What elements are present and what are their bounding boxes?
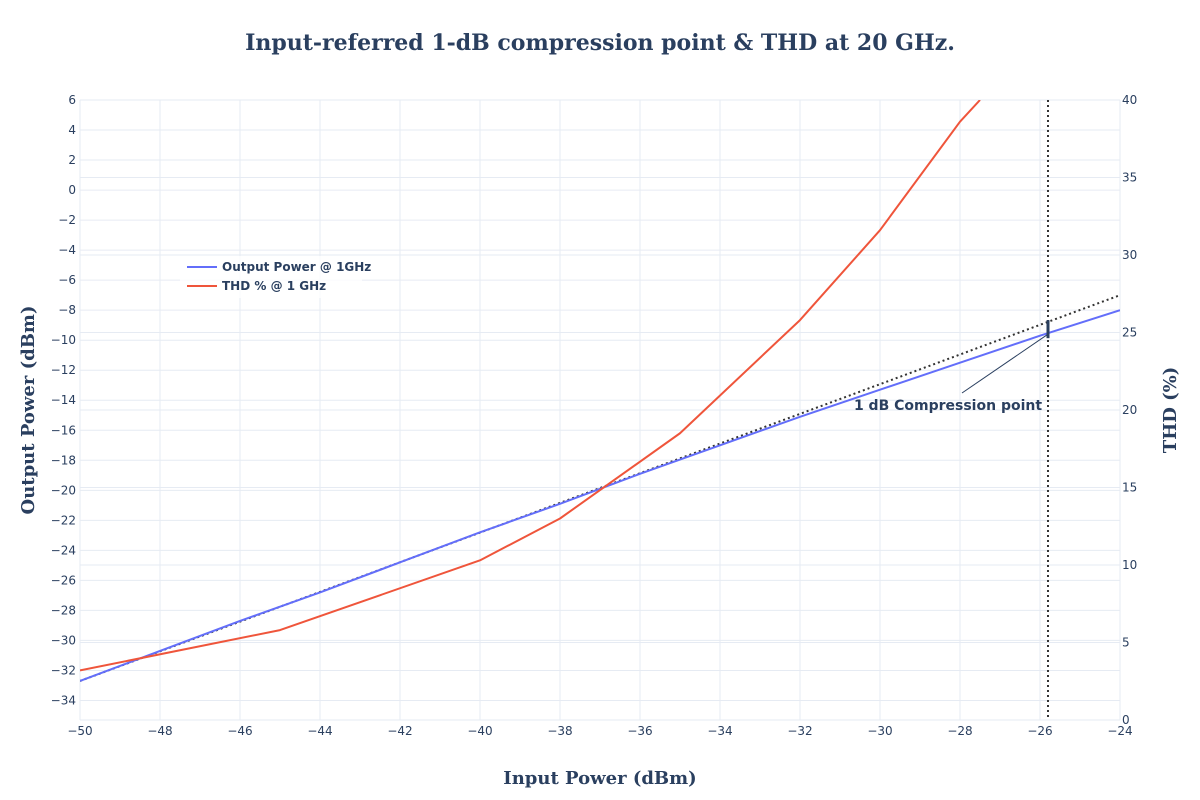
y-tick-label: −32 xyxy=(51,663,76,677)
x-tick-label: −40 xyxy=(467,724,492,738)
y-tick-label: −10 xyxy=(51,333,76,347)
y2-tick-label: 0 xyxy=(1122,713,1130,727)
y-tick-label: 2 xyxy=(68,153,76,167)
x-tick-label: −34 xyxy=(707,724,732,738)
x-tick-label: −30 xyxy=(867,724,892,738)
x-tick-label: −32 xyxy=(787,724,812,738)
y2-tick-label: 15 xyxy=(1122,481,1137,495)
y-tick-label: 4 xyxy=(68,123,76,137)
y-tick-label: −34 xyxy=(51,693,76,707)
y2-axis-title: THD (%) xyxy=(1160,367,1181,453)
y-tick-label: −8 xyxy=(58,303,76,317)
series-lines xyxy=(80,100,1120,682)
y-tick-label: −18 xyxy=(51,453,76,467)
x-tick-label: −42 xyxy=(387,724,412,738)
legend[interactable]: Output Power @ 1GHz THD % @ 1 GHz xyxy=(180,256,371,298)
y2-tick-label: 5 xyxy=(1122,636,1130,650)
annotations: 1 dB Compression point xyxy=(854,320,1050,414)
y-tick-label: −6 xyxy=(58,273,76,287)
y-tick-label: −12 xyxy=(51,363,76,377)
y-tick-label: −16 xyxy=(51,423,76,437)
y-tick-label: −28 xyxy=(51,603,76,617)
grid xyxy=(79,99,1121,721)
y-tick-label: −26 xyxy=(51,573,76,587)
x-axis-title: Input Power (dBm) xyxy=(503,768,696,789)
thd-series-line[interactable] xyxy=(80,100,981,672)
x-axis-ticks: −50 −48 −46 −44 −42 −40 −38 −36 −34 −32 −30 −28 −26 −… xyxy=(67,724,1132,738)
y-tick-label: −24 xyxy=(51,543,76,557)
y-tick-label: −4 xyxy=(58,243,76,257)
y2-tick-label: 20 xyxy=(1122,403,1137,417)
reference-lines xyxy=(80,100,1120,720)
x-tick-label: −24 xyxy=(1107,724,1132,738)
x-tick-label: −48 xyxy=(147,724,172,738)
y-tick-label: −14 xyxy=(51,393,76,407)
y2-tick-label: 25 xyxy=(1122,326,1137,340)
y-tick-label: 6 xyxy=(68,93,76,107)
y2-tick-label: 30 xyxy=(1122,248,1137,262)
x-tick-label: −26 xyxy=(1027,724,1052,738)
x-tick-label: −28 xyxy=(947,724,972,738)
legend-item-label[interactable]: Output Power @ 1GHz xyxy=(222,260,371,274)
annotation-label: 1 dB Compression point xyxy=(854,398,1042,414)
y-tick-label: −20 xyxy=(51,483,76,497)
y2-tick-label: 10 xyxy=(1122,558,1137,572)
chart-title: Input-referred 1-dB compression point & … xyxy=(245,30,955,56)
x-tick-label: −50 xyxy=(67,724,92,738)
y-tick-label: 0 xyxy=(68,183,76,197)
y-tick-label: −30 xyxy=(51,633,76,647)
y-tick-label: −2 xyxy=(58,213,76,227)
y-axis-title: Output Power (dBm) xyxy=(18,306,39,515)
annotation-arrow xyxy=(961,333,1049,394)
y-tick-label: −22 xyxy=(51,513,76,527)
y2-tick-label: 35 xyxy=(1122,171,1137,185)
output-power-series-line[interactable] xyxy=(80,309,1120,682)
x-tick-label: −44 xyxy=(307,724,332,738)
x-tick-label: −46 xyxy=(227,724,252,738)
y2-axis-ticks: 0 5 10 15 20 25 30 35 40 xyxy=(1122,93,1137,727)
y-axis-ticks: −34−32−30−28−26−24−22−20−18−16−14−12−10−… xyxy=(51,93,76,707)
legend-box xyxy=(180,256,362,298)
y2-tick-label: 40 xyxy=(1122,93,1137,107)
x-tick-label: −38 xyxy=(547,724,572,738)
x-tick-label: −36 xyxy=(627,724,652,738)
legend-item-label[interactable]: THD % @ 1 GHz xyxy=(222,279,326,293)
